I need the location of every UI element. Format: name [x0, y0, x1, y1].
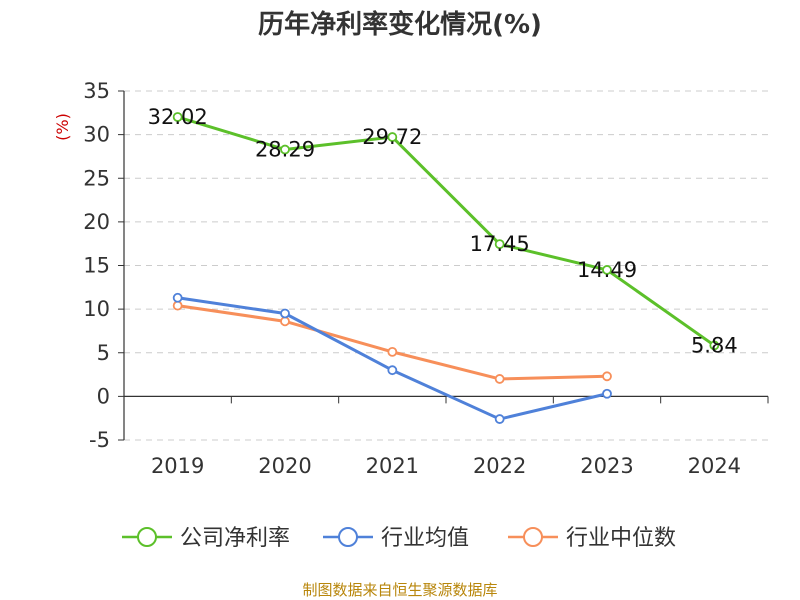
data-label: 29.72	[362, 125, 422, 149]
data-label: 14.49	[577, 258, 637, 282]
legend-marker	[338, 527, 358, 547]
x-tick-label: 2022	[473, 454, 526, 478]
x-tick-label: 2019	[151, 454, 204, 478]
y-tick-label: 30	[83, 123, 110, 147]
y-tick-label: -5	[89, 428, 110, 452]
data-point[interactable]	[280, 144, 290, 155]
data-point[interactable]	[172, 300, 183, 311]
legend[interactable]: 公司净利率 行业均值 行业中位数	[122, 526, 676, 551]
data-label: 28.29	[255, 138, 315, 162]
legend-marker	[523, 527, 543, 547]
legend-label: 行业中位数	[566, 526, 676, 551]
data-point[interactable]	[602, 388, 612, 399]
legend-item[interactable]: 公司净利率	[122, 526, 290, 551]
y-tick-label: 10	[83, 297, 110, 321]
data-point[interactable]	[602, 265, 612, 275]
data-point[interactable]	[494, 239, 505, 250]
y-axis-label: (%)	[53, 113, 72, 141]
data-label: 17.45	[470, 232, 530, 256]
source-note: 制图数据来自恒生聚源数据库	[302, 581, 497, 599]
legend-label: 公司净利率	[180, 526, 290, 551]
series-line	[177, 115, 716, 347]
data-labels: 32.02 28.29 29.72 17.45 14.49 5.84	[148, 105, 738, 357]
data-point[interactable]	[280, 316, 290, 327]
x-axis-ticks: 2019 2020 2021 2022 2023 2024	[123, 396, 769, 478]
y-tick-label: 5	[97, 341, 110, 365]
y-tick-label: 15	[83, 254, 110, 278]
legend-label: 行业均值	[381, 526, 469, 551]
y-tick-label: 0	[97, 384, 110, 408]
x-tick-label: 2021	[366, 454, 419, 478]
y-tick-label: 25	[83, 166, 110, 190]
x-tick-label: 2024	[688, 454, 741, 478]
y-tick-label: 20	[83, 210, 110, 234]
data-point[interactable]	[172, 292, 183, 303]
data-point[interactable]	[280, 308, 290, 319]
x-tick-label: 2023	[580, 454, 633, 478]
data-point[interactable]	[602, 371, 612, 382]
y-axis-ticks: 35 30 25 20 15 10 5 0 -5	[83, 79, 124, 452]
data-point[interactable]	[709, 340, 720, 351]
data-label: 32.02	[148, 105, 208, 129]
grid-lines	[124, 90, 768, 441]
series-layer	[172, 112, 720, 424]
data-point[interactable]	[387, 346, 398, 357]
legend-marker	[137, 527, 157, 547]
data-point[interactable]	[387, 132, 398, 142]
data-label: 5.84	[691, 333, 738, 357]
x-tick-label: 2020	[258, 454, 311, 478]
data-point[interactable]	[172, 112, 183, 122]
y-tick-label: 35	[83, 79, 110, 103]
data-point[interactable]	[387, 365, 398, 376]
legend-item[interactable]: 行业均值	[323, 526, 469, 551]
legend-item[interactable]: 行业中位数	[508, 526, 676, 551]
data-point[interactable]	[494, 414, 505, 424]
chart-title: 历年净利率变化情况(%)	[258, 9, 542, 40]
data-point[interactable]	[494, 374, 505, 384]
